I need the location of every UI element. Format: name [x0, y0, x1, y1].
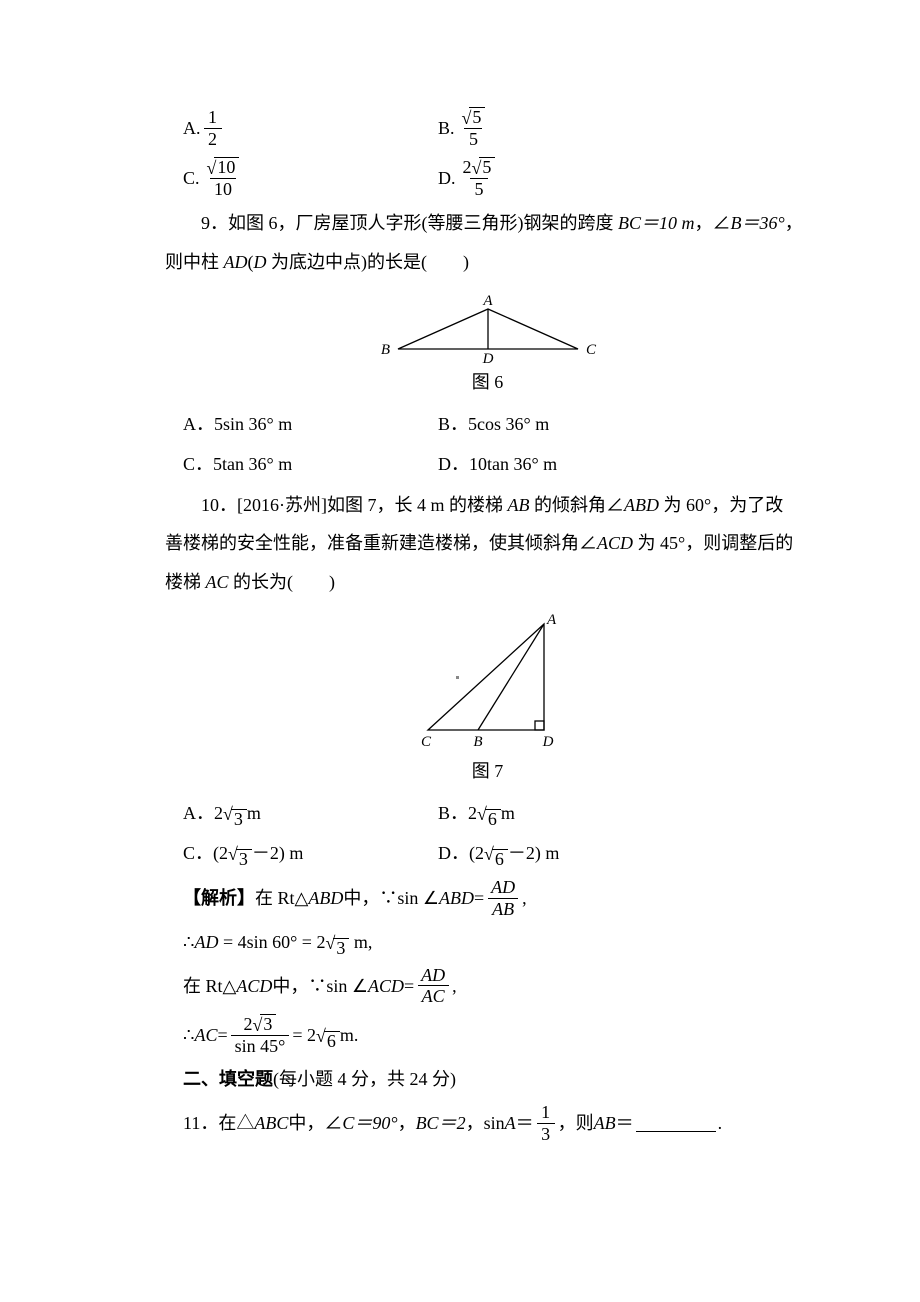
label-d: D	[481, 351, 493, 363]
q10-text-line2: 善楼梯的安全性能，准备重新建造楼梯，使其倾斜角∠ACD 为 45°，则调整后的	[165, 528, 810, 559]
label-d: D	[541, 734, 553, 750]
q9-options-row1: A．5sin 36° m B．5cos 36° m	[183, 408, 810, 442]
q10-figure-caption: 图 7	[165, 756, 810, 787]
question-number: 10．	[201, 495, 237, 515]
q10-option-d: D．(2√6－2) m	[438, 836, 559, 870]
section-heading: 二、填空题(每小题 4 分，共 24 分)	[183, 1064, 810, 1095]
label-c: C	[420, 734, 431, 750]
q10-options-row1: A．2√3 m B．2√6 m	[183, 796, 810, 830]
q9-option-a: A．5sin 36° m	[183, 408, 438, 442]
question-number: 11．	[183, 1108, 218, 1139]
q8-option-a: A. 1 2	[183, 106, 438, 150]
q11-text: 11．在△ABC 中，∠C＝90°，BC＝2，sin A＝ 1 3 ，则 AB＝…	[183, 1103, 810, 1144]
fraction: √5 5	[458, 107, 490, 149]
q9-figure: A B C D	[165, 291, 810, 363]
label-b: B	[380, 342, 389, 358]
q9-figure-caption: 图 6	[165, 367, 810, 398]
q9-option-d: D．10tan 36° m	[438, 448, 557, 482]
question-number: 9．	[201, 213, 228, 233]
q10-option-a: A．2√3 m	[183, 796, 438, 830]
option-label: B.	[438, 113, 455, 144]
fraction: 1 3	[537, 1103, 555, 1144]
fraction: √10 10	[203, 157, 244, 199]
option-label: C.	[183, 163, 200, 194]
sqrt-wrap: √10	[203, 157, 244, 178]
q10-text-line1: 10．[2016·苏州]如图 7，长 4 m 的楼梯 AB 的倾斜角∠ABD 为…	[165, 490, 810, 521]
q9-option-b: B．5cos 36° m	[438, 408, 549, 442]
sqrt-wrap: √5	[458, 107, 490, 128]
isosceles-triangle-diagram: A B C D	[378, 291, 598, 363]
fraction: AD AB	[487, 878, 519, 919]
solution-heading: 【解析】	[183, 883, 255, 914]
label-c: C	[586, 342, 597, 358]
q10-options-row2: C．(2√3－2) m D．(2√6－2) m	[183, 836, 810, 870]
q8-options-row1: A. 1 2 B. √5 5	[183, 106, 810, 150]
q10-figure: A C B D	[165, 612, 810, 752]
q8-option-d: D. 2√5 5	[438, 156, 502, 200]
q8-option-c: C. √10 10	[183, 156, 438, 200]
q10-solution-line4: ∴AC = 2√3 sin 45° = 2√6 m.	[183, 1014, 810, 1056]
stair-triangle-diagram: A C B D	[408, 612, 568, 752]
q10-solution-line1: 【解析】 在 Rt△ABD 中，∵sin ∠ABD = AD AB ,	[183, 878, 810, 919]
option-label: A.	[183, 113, 201, 144]
q9-options-row2: C．5tan 36° m D．10tan 36° m	[183, 448, 810, 482]
fraction: 2√5 5	[459, 157, 500, 199]
q8-options-row2: C. √10 10 D. 2√5 5	[183, 156, 810, 200]
q9-option-c: C．5tan 36° m	[183, 448, 438, 482]
q10-option-b: B．2√6 m	[438, 796, 515, 830]
fraction: 2√3 sin 45°	[231, 1014, 290, 1056]
q10-solution-line2: ∴AD = 4sin 60° = 2√3 m,	[183, 927, 810, 958]
label-a: A	[482, 293, 493, 309]
q9-text: 9．如图 6，厂房屋顶人字形(等腰三角形)钢架的跨度 BC＝10 m，∠B＝36…	[165, 208, 810, 239]
q10-solution-line3: 在 Rt△ACD 中，∵sin ∠ACD = AD AC ,	[183, 966, 810, 1007]
fraction: AD AC	[417, 966, 449, 1007]
q10-text-line3: 楼梯 AC 的长为( )	[165, 567, 810, 598]
q10-option-c: C．(2√3－2) m	[183, 836, 438, 870]
label-a: A	[546, 612, 557, 628]
sqrt-wrap: 2√5	[459, 157, 500, 178]
fraction: 1 2	[204, 108, 222, 149]
q9-text-line2: 则中柱 AD(D 为底边中点)的长是( )	[165, 247, 810, 278]
fill-in-blank[interactable]	[636, 1114, 716, 1131]
option-label: D.	[438, 163, 456, 194]
q8-option-b: B. √5 5	[438, 106, 492, 150]
label-b: B	[473, 734, 482, 750]
